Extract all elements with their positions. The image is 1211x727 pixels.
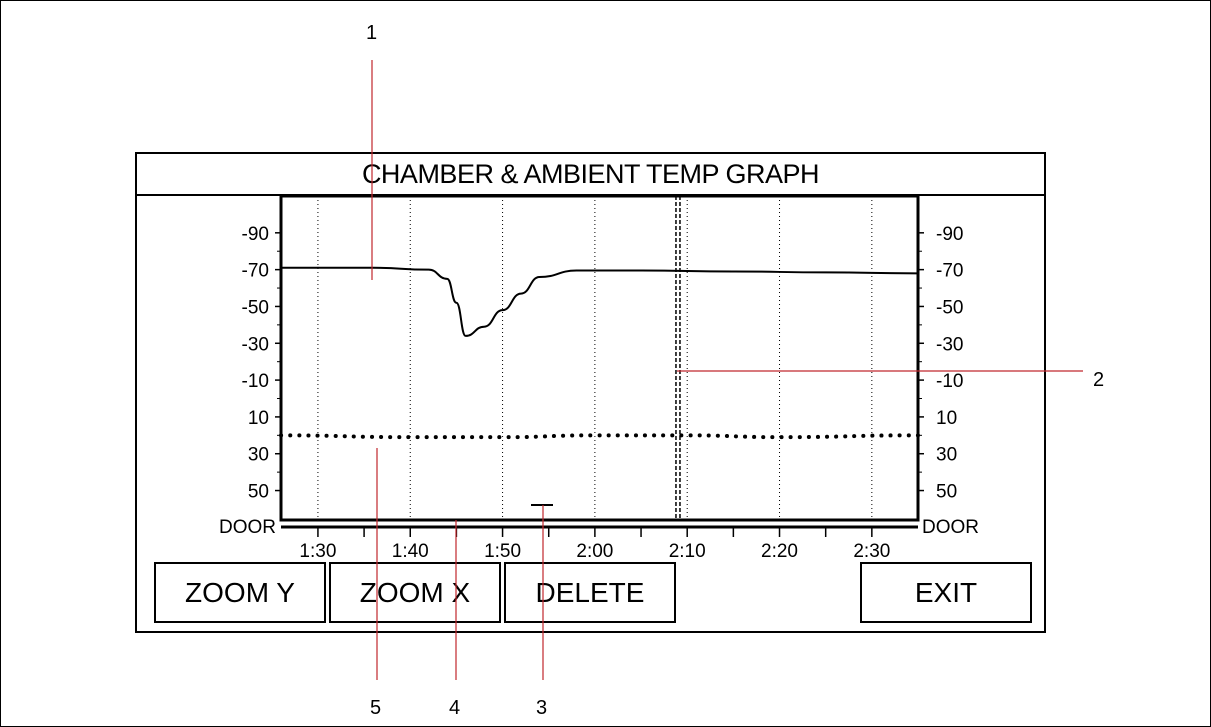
zoom-y-button[interactable]: ZOOM Y <box>154 562 326 623</box>
callout-number-5: 5 <box>370 697 382 719</box>
callout-number-2: 2 <box>1093 369 1105 391</box>
callout-number-4: 4 <box>449 697 461 719</box>
callout-number-1: 1 <box>366 22 378 44</box>
delete-button[interactable]: DELETE <box>504 562 676 623</box>
zoom-x-button[interactable]: ZOOM X <box>329 562 501 623</box>
exit-button[interactable]: EXIT <box>860 562 1032 623</box>
callout-number-3: 3 <box>536 697 548 719</box>
temp-graph-screen: CHAMBER & AMBIENT TEMP GRAPH ZOOM Y ZOOM… <box>135 152 1046 633</box>
screen-title: CHAMBER & AMBIENT TEMP GRAPH <box>137 154 1044 196</box>
